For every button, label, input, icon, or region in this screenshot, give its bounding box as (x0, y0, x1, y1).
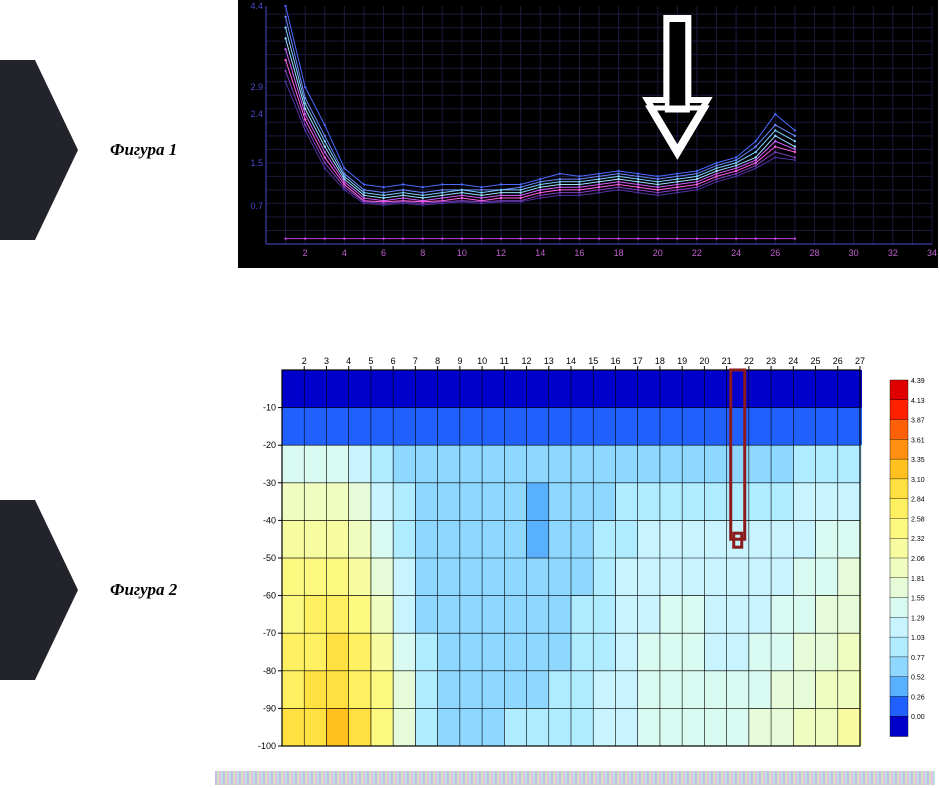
svg-text:20: 20 (653, 248, 663, 258)
svg-text:15: 15 (588, 356, 598, 366)
svg-text:16: 16 (574, 248, 584, 258)
svg-text:3.35: 3.35 (911, 457, 925, 464)
svg-text:2.58: 2.58 (911, 516, 925, 523)
svg-text:32: 32 (888, 248, 898, 258)
svg-text:22: 22 (692, 248, 702, 258)
svg-text:9: 9 (457, 356, 462, 366)
svg-text:26: 26 (770, 248, 780, 258)
svg-text:14: 14 (566, 356, 576, 366)
svg-text:13: 13 (544, 356, 554, 366)
svg-text:1.29: 1.29 (911, 615, 925, 622)
figure2-label-row: Фигура 2 (0, 500, 177, 680)
line-chart: 0.71.52.42.94.42468101214161820222426283… (238, 0, 938, 268)
svg-text:4: 4 (342, 248, 347, 258)
svg-text:1.5: 1.5 (250, 158, 263, 168)
svg-text:3.87: 3.87 (911, 418, 925, 425)
svg-text:25: 25 (811, 356, 821, 366)
svg-text:2.9: 2.9 (250, 82, 263, 92)
svg-text:2: 2 (303, 248, 308, 258)
svg-text:20: 20 (699, 356, 709, 366)
figure1-label: Фигура 1 (110, 140, 177, 160)
svg-text:5: 5 (368, 356, 373, 366)
svg-text:23: 23 (766, 356, 776, 366)
svg-text:3.61: 3.61 (911, 437, 925, 444)
svg-text:4.13: 4.13 (911, 398, 925, 405)
figure2-label: Фигура 2 (110, 580, 177, 600)
svg-text:27: 27 (855, 356, 865, 366)
svg-text:0.52: 0.52 (911, 675, 925, 682)
svg-text:24: 24 (731, 248, 741, 258)
svg-text:28: 28 (809, 248, 819, 258)
svg-text:22: 22 (744, 356, 754, 366)
svg-text:-10: -10 (263, 403, 276, 413)
svg-text:0.26: 0.26 (911, 694, 925, 701)
svg-text:7: 7 (413, 356, 418, 366)
svg-text:14: 14 (535, 248, 545, 258)
svg-text:6: 6 (381, 248, 386, 258)
svg-text:-100: -100 (258, 741, 276, 751)
svg-text:10: 10 (477, 356, 487, 366)
svg-text:3.10: 3.10 (911, 477, 925, 484)
svg-text:30: 30 (849, 248, 859, 258)
footer-decoration (215, 771, 935, 785)
svg-text:-60: -60 (263, 591, 276, 601)
svg-text:0.77: 0.77 (911, 655, 925, 662)
svg-text:-20: -20 (263, 440, 276, 450)
svg-text:16: 16 (610, 356, 620, 366)
svg-text:18: 18 (614, 248, 624, 258)
svg-text:18: 18 (655, 356, 665, 366)
svg-text:2.32: 2.32 (911, 536, 925, 543)
svg-text:1.03: 1.03 (911, 635, 925, 642)
svg-text:-40: -40 (263, 515, 276, 525)
svg-text:1.81: 1.81 (911, 576, 925, 583)
svg-text:3: 3 (324, 356, 329, 366)
svg-text:21: 21 (722, 356, 732, 366)
svg-text:4.4: 4.4 (250, 1, 263, 11)
svg-text:4.39: 4.39 (911, 378, 925, 385)
chevron-icon (0, 60, 80, 240)
svg-text:-80: -80 (263, 666, 276, 676)
svg-text:0.7: 0.7 (250, 201, 263, 211)
svg-text:4: 4 (346, 356, 351, 366)
svg-text:12: 12 (496, 248, 506, 258)
svg-text:2: 2 (302, 356, 307, 366)
svg-text:24: 24 (788, 356, 798, 366)
svg-text:17: 17 (633, 356, 643, 366)
heatmap-chart: 2345678910111213141516171819202122232425… (238, 350, 938, 760)
svg-text:8: 8 (435, 356, 440, 366)
svg-text:10: 10 (457, 248, 467, 258)
figure1-label-row: Фигура 1 (0, 60, 177, 240)
svg-text:-30: -30 (263, 478, 276, 488)
chevron-icon (0, 500, 80, 680)
svg-text:6: 6 (391, 356, 396, 366)
svg-text:8: 8 (420, 248, 425, 258)
svg-text:-50: -50 (263, 553, 276, 563)
svg-text:34: 34 (927, 248, 937, 258)
svg-text:2.06: 2.06 (911, 556, 925, 563)
svg-text:26: 26 (833, 356, 843, 366)
svg-text:12: 12 (522, 356, 532, 366)
svg-text:-90: -90 (263, 703, 276, 713)
svg-text:1.55: 1.55 (911, 596, 925, 603)
svg-text:0.00: 0.00 (911, 714, 925, 721)
svg-text:11: 11 (500, 356, 509, 366)
svg-text:-70: -70 (263, 628, 276, 638)
svg-text:19: 19 (677, 356, 687, 366)
svg-text:2.84: 2.84 (911, 497, 925, 504)
svg-text:2.4: 2.4 (250, 109, 263, 119)
